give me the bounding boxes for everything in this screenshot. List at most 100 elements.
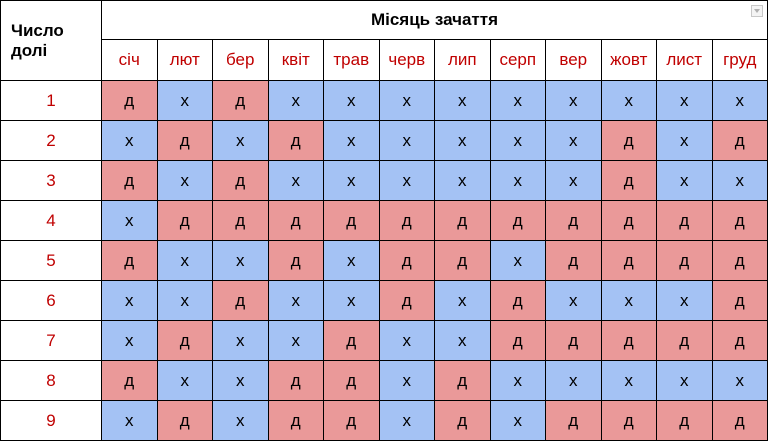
table-cell[interactable]: д	[101, 360, 158, 401]
fate-number-cell[interactable]: 8	[0, 360, 102, 401]
table-cell[interactable]: х	[545, 360, 602, 401]
table-cell[interactable]: х	[101, 400, 158, 441]
conception-month-header[interactable]: Місяць зачаття	[101, 0, 768, 41]
table-cell[interactable]: д	[267, 120, 324, 161]
fate-number-cell[interactable]: 7	[0, 320, 102, 361]
table-cell[interactable]: х	[711, 80, 768, 121]
table-cell[interactable]: х	[378, 400, 435, 441]
table-cell[interactable]: х	[656, 360, 713, 401]
table-cell[interactable]: д	[711, 280, 768, 321]
table-cell[interactable]: д	[489, 200, 546, 241]
table-cell[interactable]: д	[656, 200, 713, 241]
table-cell[interactable]: д	[156, 320, 213, 361]
table-cell[interactable]: х	[600, 360, 657, 401]
table-cell[interactable]: х	[156, 160, 213, 201]
table-cell[interactable]: д	[711, 200, 768, 241]
table-cell[interactable]: х	[434, 80, 491, 121]
table-cell[interactable]: д	[600, 400, 657, 441]
table-cell[interactable]: х	[267, 160, 324, 201]
table-cell[interactable]: х	[101, 200, 158, 241]
table-cell[interactable]: х	[545, 280, 602, 321]
table-cell[interactable]: х	[156, 80, 213, 121]
fate-number-cell[interactable]: 5	[0, 240, 102, 281]
table-cell[interactable]: х	[101, 280, 158, 321]
table-cell[interactable]: х	[545, 80, 602, 121]
table-cell[interactable]: х	[212, 320, 269, 361]
month-header-cell[interactable]: січ	[101, 39, 158, 81]
month-header-cell[interactable]: лип	[434, 39, 491, 81]
table-cell[interactable]: х	[212, 240, 269, 281]
table-cell[interactable]: д	[434, 240, 491, 281]
fate-number-cell[interactable]: 2	[0, 120, 102, 161]
table-cell[interactable]: д	[711, 320, 768, 361]
table-cell[interactable]: д	[378, 200, 435, 241]
table-cell[interactable]: х	[489, 360, 546, 401]
table-cell[interactable]: д	[489, 320, 546, 361]
table-cell[interactable]: д	[600, 200, 657, 241]
table-cell[interactable]: х	[267, 280, 324, 321]
table-cell[interactable]: д	[489, 280, 546, 321]
table-cell[interactable]: х	[267, 80, 324, 121]
table-cell[interactable]: х	[434, 320, 491, 361]
table-cell[interactable]: х	[489, 120, 546, 161]
table-cell[interactable]: д	[212, 80, 269, 121]
table-cell[interactable]: х	[323, 160, 380, 201]
table-cell[interactable]: д	[101, 240, 158, 281]
table-cell[interactable]: д	[434, 200, 491, 241]
table-cell[interactable]: д	[156, 200, 213, 241]
table-cell[interactable]: х	[378, 320, 435, 361]
table-cell[interactable]: д	[545, 240, 602, 281]
table-cell[interactable]: д	[434, 360, 491, 401]
table-cell[interactable]: д	[212, 160, 269, 201]
table-cell[interactable]: х	[656, 120, 713, 161]
month-header-cell[interactable]: черв	[378, 39, 435, 81]
table-cell[interactable]: х	[656, 160, 713, 201]
table-cell[interactable]: д	[267, 360, 324, 401]
month-header-cell[interactable]: вер	[545, 39, 602, 81]
table-cell[interactable]: х	[600, 80, 657, 121]
table-cell[interactable]: д	[267, 240, 324, 281]
table-cell[interactable]: д	[656, 320, 713, 361]
month-header-cell[interactable]: бер	[212, 39, 269, 81]
fate-number-cell[interactable]: 3	[0, 160, 102, 201]
table-cell[interactable]: д	[212, 280, 269, 321]
table-cell[interactable]: х	[600, 280, 657, 321]
fate-number-cell[interactable]: 6	[0, 280, 102, 321]
table-cell[interactable]: х	[711, 160, 768, 201]
table-cell[interactable]: д	[545, 400, 602, 441]
table-cell[interactable]: х	[156, 360, 213, 401]
table-cell[interactable]: х	[545, 120, 602, 161]
table-cell[interactable]: х	[378, 120, 435, 161]
table-cell[interactable]: х	[156, 280, 213, 321]
table-cell[interactable]: д	[156, 120, 213, 161]
fate-number-cell[interactable]: 4	[0, 200, 102, 241]
table-cell[interactable]: д	[101, 80, 158, 121]
table-cell[interactable]: д	[545, 320, 602, 361]
table-cell[interactable]: х	[101, 320, 158, 361]
table-cell[interactable]: д	[378, 240, 435, 281]
table-cell[interactable]: х	[267, 320, 324, 361]
month-header-cell[interactable]: лист	[656, 39, 713, 81]
table-cell[interactable]: х	[545, 160, 602, 201]
table-cell[interactable]: д	[656, 400, 713, 441]
table-cell[interactable]: х	[323, 240, 380, 281]
table-cell[interactable]: х	[434, 280, 491, 321]
table-cell[interactable]: х	[489, 240, 546, 281]
table-cell[interactable]: д	[545, 200, 602, 241]
table-cell[interactable]: х	[378, 80, 435, 121]
table-cell[interactable]: х	[656, 280, 713, 321]
table-cell[interactable]: д	[101, 160, 158, 201]
table-cell[interactable]: д	[711, 240, 768, 281]
table-cell[interactable]: х	[378, 160, 435, 201]
fate-number-cell[interactable]: 9	[0, 400, 102, 441]
table-cell[interactable]: д	[600, 160, 657, 201]
table-cell[interactable]: д	[600, 240, 657, 281]
table-cell[interactable]: д	[212, 200, 269, 241]
table-cell[interactable]: х	[711, 360, 768, 401]
table-cell[interactable]: х	[378, 360, 435, 401]
table-cell[interactable]: д	[323, 320, 380, 361]
month-header-cell[interactable]: серп	[489, 39, 546, 81]
table-cell[interactable]: х	[212, 360, 269, 401]
table-cell[interactable]: х	[323, 80, 380, 121]
table-cell[interactable]: х	[323, 120, 380, 161]
